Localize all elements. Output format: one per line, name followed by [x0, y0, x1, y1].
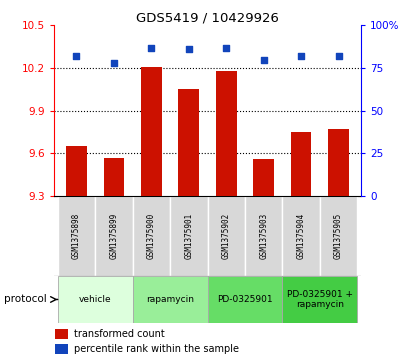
Text: GSM1375901: GSM1375901: [184, 213, 193, 259]
Point: [335, 53, 342, 59]
Bar: [58, 276, 133, 323]
Bar: [320, 196, 357, 276]
Bar: [245, 196, 282, 276]
Bar: [104, 158, 124, 196]
Bar: [328, 129, 349, 196]
Text: protocol: protocol: [4, 294, 47, 305]
Bar: [133, 196, 170, 276]
Title: GDS5419 / 10429926: GDS5419 / 10429926: [136, 11, 279, 24]
Bar: [282, 196, 320, 276]
Point: [110, 60, 117, 66]
Bar: [178, 89, 199, 196]
Text: GSM1375904: GSM1375904: [297, 213, 305, 259]
Text: GSM1375902: GSM1375902: [222, 213, 231, 259]
Point: [223, 45, 229, 50]
Text: rapamycin: rapamycin: [146, 295, 194, 304]
Bar: [55, 330, 68, 339]
Point: [186, 46, 192, 52]
Bar: [66, 146, 87, 196]
Text: GSM1375900: GSM1375900: [147, 213, 156, 259]
Bar: [291, 132, 311, 196]
Bar: [170, 196, 208, 276]
Bar: [208, 196, 245, 276]
Text: percentile rank within the sample: percentile rank within the sample: [74, 344, 239, 354]
Text: PD-0325901: PD-0325901: [217, 295, 273, 304]
Bar: [254, 159, 274, 196]
Text: transformed count: transformed count: [74, 329, 165, 339]
Bar: [282, 276, 357, 323]
Point: [260, 57, 267, 62]
Point: [148, 45, 155, 50]
Bar: [133, 276, 208, 323]
Text: GSM1375899: GSM1375899: [110, 213, 118, 259]
Bar: [141, 67, 161, 196]
Text: GSM1375898: GSM1375898: [72, 213, 81, 259]
Bar: [216, 71, 237, 196]
Text: vehicle: vehicle: [79, 295, 112, 304]
Bar: [58, 196, 95, 276]
Point: [73, 53, 80, 59]
Text: PD-0325901 +
rapamycin: PD-0325901 + rapamycin: [287, 290, 353, 309]
Text: GSM1375903: GSM1375903: [259, 213, 268, 259]
Point: [298, 53, 305, 59]
Bar: [95, 196, 133, 276]
Text: GSM1375905: GSM1375905: [334, 213, 343, 259]
Bar: [208, 276, 282, 323]
Bar: [55, 344, 68, 354]
